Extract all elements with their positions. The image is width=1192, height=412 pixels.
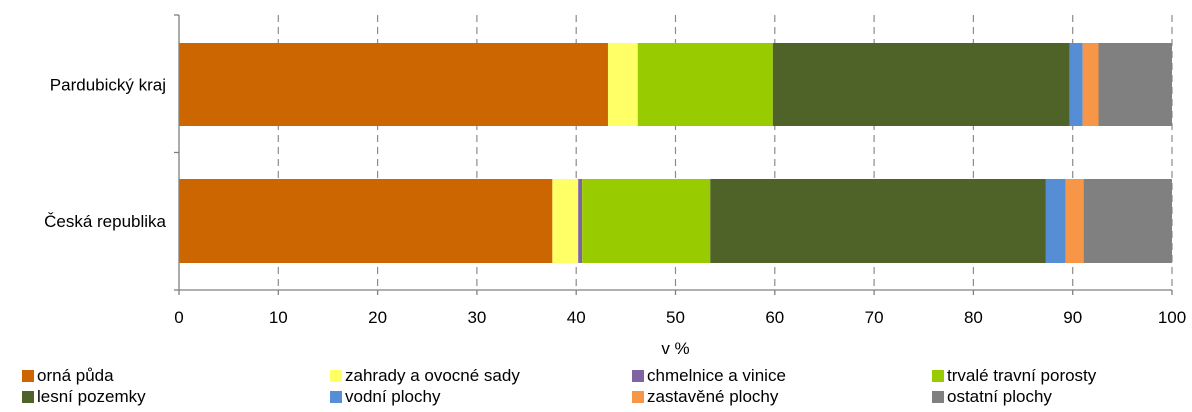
bar-segment xyxy=(552,179,579,263)
bar-segment xyxy=(1045,179,1066,263)
legend-item: trvalé travní porosty xyxy=(932,366,1096,386)
legend-label: vodní plochy xyxy=(345,387,441,406)
legend-swatch xyxy=(932,370,944,382)
x-tick-label: 50 xyxy=(666,308,685,327)
bar-segment xyxy=(1065,179,1084,263)
stacked-bar-chart: Pardubický kraj Česká republika 0 10 20 30 40 5… xyxy=(44,14,1186,359)
bar-segment xyxy=(1069,43,1083,126)
bar-segment xyxy=(1098,43,1172,126)
x-tick-label: 30 xyxy=(467,308,486,327)
legend-swatch xyxy=(330,391,342,403)
legend: orná půda zahrady a ovocné sady chmelnice … xyxy=(22,366,1192,412)
axes xyxy=(174,14,1173,295)
x-tick-label: 40 xyxy=(567,308,586,327)
legend-item: chmelnice a vinice xyxy=(632,366,786,386)
x-tick-label: 100 xyxy=(1158,308,1186,327)
legend-label: zastavěné plochy xyxy=(647,387,779,406)
legend-item: ostatní plochy xyxy=(932,387,1052,407)
legend-label: ostatní plochy xyxy=(947,387,1052,406)
legend-swatch xyxy=(330,370,342,382)
legend-swatch xyxy=(932,391,944,403)
category-label: Česká republika xyxy=(44,212,166,231)
bar-segment xyxy=(582,179,711,263)
bar-segment xyxy=(578,179,583,263)
legend-label: zahrady a ovocné sady xyxy=(345,366,520,385)
legend-label: lesní pozemky xyxy=(37,387,146,406)
bar-segment xyxy=(179,43,608,126)
bar-segment xyxy=(637,43,773,126)
bar-segment xyxy=(179,179,553,263)
bar-segment xyxy=(772,43,1070,126)
legend-label: chmelnice a vinice xyxy=(647,366,786,385)
legend-swatch xyxy=(632,370,644,382)
legend-item: lesní pozemky xyxy=(22,387,146,407)
axis-labels: Pardubický kraj Česká republika 0 10 20 30 40 5… xyxy=(44,76,1186,359)
bar-segment xyxy=(710,179,1046,263)
legend-item: zastavěné plochy xyxy=(632,387,778,407)
bar-segment xyxy=(1083,179,1172,263)
bars xyxy=(179,43,1172,263)
legend-label: trvalé travní porosty xyxy=(947,366,1097,385)
legend-item: orná půda xyxy=(22,366,114,386)
x-tick-label: 60 xyxy=(765,308,784,327)
x-tick-label: 90 xyxy=(1063,308,1082,327)
legend-item: zahrady a ovocné sady xyxy=(330,366,520,386)
category-label: Pardubický kraj xyxy=(50,76,166,95)
x-tick-label: 80 xyxy=(964,308,983,327)
x-tick-label: 70 xyxy=(865,308,884,327)
legend-label: orná půda xyxy=(37,366,114,385)
legend-swatch xyxy=(22,391,34,403)
bar-segment xyxy=(1082,43,1099,126)
legend-item: vodní plochy xyxy=(330,387,440,407)
x-tick-label: 10 xyxy=(269,308,288,327)
x-tick-label: 20 xyxy=(368,308,387,327)
legend-swatch xyxy=(632,391,644,403)
x-tick-label: 0 xyxy=(174,308,183,327)
bar-segment xyxy=(607,43,638,126)
x-axis-title: v % xyxy=(661,339,689,358)
legend-swatch xyxy=(22,370,34,382)
